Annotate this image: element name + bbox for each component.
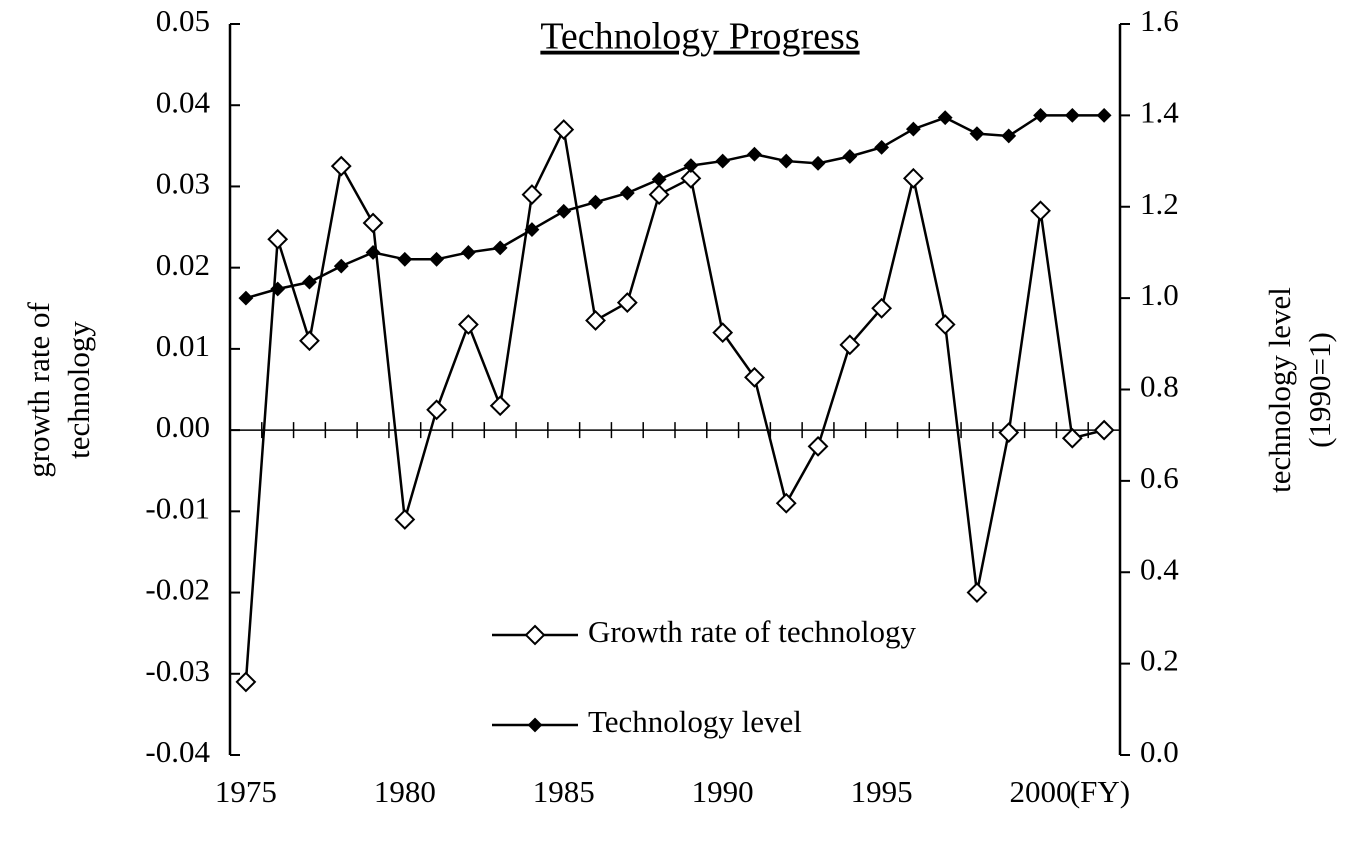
data-point bbox=[1064, 107, 1080, 123]
y2-tick-label: 1.2 bbox=[1140, 186, 1179, 221]
data-point bbox=[521, 184, 543, 205]
data-point bbox=[330, 155, 352, 177]
data-point bbox=[715, 153, 731, 169]
data-point bbox=[902, 167, 924, 189]
data-point bbox=[1096, 107, 1112, 123]
data-point bbox=[238, 290, 254, 306]
data-point bbox=[1030, 200, 1051, 222]
data-point bbox=[680, 167, 702, 189]
data-point bbox=[934, 314, 956, 335]
data-point bbox=[905, 121, 921, 137]
data-point bbox=[842, 149, 858, 164]
series-line bbox=[245, 114, 1105, 300]
y-tick-label: -0.02 bbox=[145, 572, 210, 607]
chart-title: Technology Progress bbox=[540, 16, 859, 58]
y2-tick-label: 1.0 bbox=[1140, 277, 1179, 312]
y-tick-label: 0.01 bbox=[156, 328, 210, 363]
data-point bbox=[457, 314, 479, 335]
data-point bbox=[553, 119, 575, 141]
legend-label: Technology level bbox=[588, 704, 802, 739]
y-tick-label: -0.04 bbox=[145, 734, 210, 769]
x-axis-label: (FY) bbox=[1070, 774, 1130, 809]
data-point bbox=[998, 422, 1020, 443]
y2-tick-label: 1.6 bbox=[1140, 3, 1179, 38]
y2-axis-label: (1990=1) bbox=[1302, 332, 1337, 448]
legend-marker bbox=[524, 624, 546, 646]
data-point bbox=[429, 251, 445, 267]
y2-axis-label: technology level bbox=[1262, 287, 1297, 493]
x-tick-label: 1980 bbox=[374, 774, 436, 809]
data-point bbox=[871, 297, 893, 319]
data-point bbox=[333, 258, 349, 274]
data-point bbox=[270, 281, 286, 297]
data-point bbox=[810, 155, 826, 171]
data-point bbox=[397, 251, 413, 267]
legend-marker bbox=[527, 717, 543, 733]
data-point bbox=[524, 222, 540, 238]
y-tick-label: 0.00 bbox=[156, 409, 210, 444]
data-point bbox=[775, 492, 797, 514]
data-point bbox=[616, 292, 638, 314]
y2-tick-label: 0.8 bbox=[1140, 369, 1179, 404]
data-point bbox=[585, 310, 606, 331]
data-point bbox=[299, 330, 320, 352]
data-point bbox=[426, 399, 448, 421]
data-point bbox=[362, 212, 384, 234]
data-point bbox=[839, 334, 861, 356]
data-point bbox=[778, 153, 794, 169]
legend-label: Growth rate of technology bbox=[588, 614, 916, 649]
series-line bbox=[244, 125, 1105, 682]
y2-tick-label: 0.4 bbox=[1140, 551, 1179, 586]
data-point bbox=[492, 240, 508, 256]
data-point bbox=[651, 171, 667, 187]
data-point bbox=[1001, 128, 1017, 144]
data-point bbox=[744, 366, 765, 388]
data-point bbox=[966, 582, 988, 603]
data-point bbox=[556, 203, 572, 219]
data-point bbox=[588, 194, 603, 210]
y2-tick-label: 1.4 bbox=[1140, 94, 1179, 129]
data-point bbox=[712, 322, 734, 344]
data-point bbox=[394, 509, 416, 530]
data-point bbox=[460, 245, 476, 260]
data-point bbox=[969, 126, 985, 142]
x-tick-label: 2000 bbox=[1010, 774, 1072, 809]
data-point bbox=[937, 110, 953, 126]
y2-tick-label: 0.6 bbox=[1140, 460, 1179, 495]
y-tick-label: 0.04 bbox=[156, 84, 211, 119]
x-tick-label: 1995 bbox=[851, 774, 913, 809]
y-axis-label: growth rate of bbox=[21, 302, 56, 478]
data-point bbox=[619, 185, 635, 201]
y-axis-label: technology bbox=[61, 321, 96, 459]
y2-tick-label: 0.2 bbox=[1140, 643, 1179, 678]
x-tick-label: 1985 bbox=[533, 774, 595, 809]
data-point bbox=[489, 395, 511, 417]
y-tick-label: 0.03 bbox=[156, 166, 210, 201]
data-point bbox=[1093, 419, 1115, 441]
y-tick-label: 0.05 bbox=[156, 3, 210, 38]
y2-tick-label: 0.0 bbox=[1140, 734, 1179, 769]
x-tick-label: 1990 bbox=[692, 774, 754, 809]
data-point bbox=[365, 245, 381, 260]
data-point bbox=[807, 435, 829, 457]
data-point bbox=[1033, 107, 1048, 123]
data-point bbox=[302, 274, 317, 290]
x-tick-label: 1975 bbox=[215, 774, 277, 809]
y-tick-label: 0.02 bbox=[156, 247, 210, 282]
data-point bbox=[235, 671, 257, 693]
data-point bbox=[648, 184, 670, 205]
data-point bbox=[267, 228, 289, 250]
data-point bbox=[874, 139, 890, 155]
y-tick-label: -0.03 bbox=[145, 653, 210, 688]
y-tick-label: -0.01 bbox=[145, 490, 210, 525]
data-point bbox=[747, 146, 762, 162]
data-point bbox=[683, 158, 699, 174]
data-point bbox=[1061, 427, 1083, 449]
